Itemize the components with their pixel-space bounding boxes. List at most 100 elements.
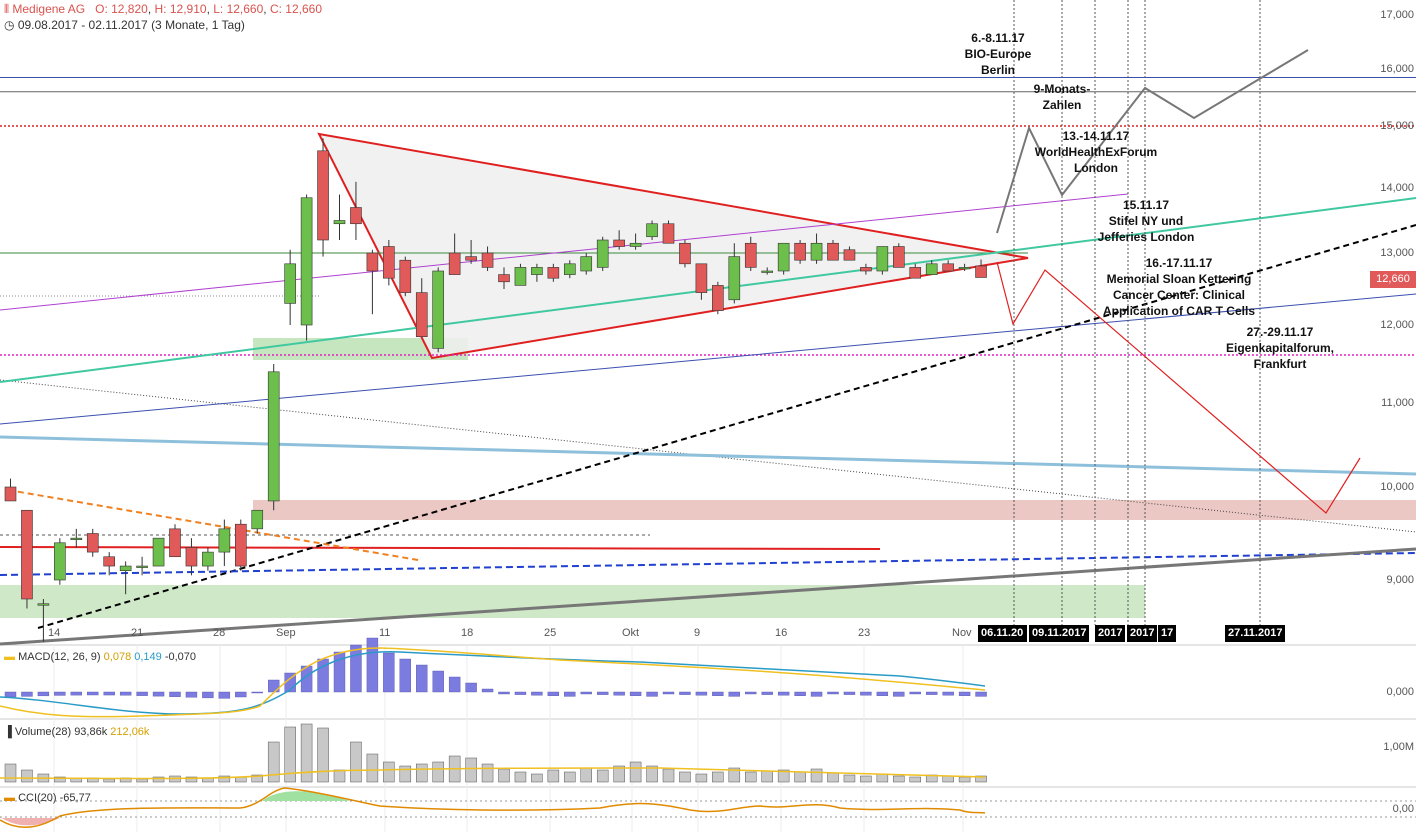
forecast-path-grey xyxy=(996,49,1309,234)
candle-body xyxy=(317,150,329,241)
candle-body xyxy=(350,207,362,225)
cci-axis-label: 0,00 xyxy=(1392,803,1414,815)
candle-body xyxy=(629,242,642,247)
macd-histogram-bar xyxy=(251,691,263,694)
y-tick: 10,000 xyxy=(1380,481,1414,493)
macd-histogram-bar xyxy=(350,644,362,693)
annotation-worldhealth: 13.-14.11.17 WorldHealthExForum London xyxy=(1034,129,1158,175)
candle-body xyxy=(300,197,313,326)
date-box: 2017 xyxy=(1095,625,1126,642)
candle-body xyxy=(432,270,445,349)
x-tick: 11 xyxy=(379,627,391,639)
macd-histogram-bar xyxy=(695,691,708,696)
x-tick: 14 xyxy=(48,627,61,639)
candle-body xyxy=(267,371,280,502)
candle-body xyxy=(580,256,593,272)
macd-histogram-bar xyxy=(416,664,428,693)
candle-body xyxy=(596,239,609,268)
candle-body xyxy=(744,242,757,268)
macd-label-row: ▬ MACD(12, 26, 9) 0,078 0,149 -0,070 xyxy=(4,651,197,663)
candle-body xyxy=(892,246,905,268)
macd-histogram-bar xyxy=(613,691,625,696)
date-box: 27.11.2017 xyxy=(1225,625,1286,642)
period-label: (3 Monate, 1 Tag) xyxy=(151,18,245,32)
candle-body xyxy=(712,285,724,311)
macd-histogram-bar xyxy=(103,691,115,696)
macd-histogram-bar xyxy=(942,691,954,696)
candle-body xyxy=(613,239,625,247)
level-line xyxy=(0,546,881,550)
macd-histogram-bar xyxy=(54,691,66,696)
volume-bar xyxy=(745,771,757,783)
candle-body xyxy=(103,556,115,567)
candle-body xyxy=(810,242,823,261)
volume-bar xyxy=(613,765,625,783)
annotation-bio-europe: 6.-8.11.17 BIO-Europe Berlin xyxy=(964,31,1032,77)
x-tick: 18 xyxy=(461,627,474,639)
candle-body xyxy=(54,542,66,581)
candle-body xyxy=(136,565,148,568)
volume-bar xyxy=(876,773,889,783)
chart-type-icon: ⫴ xyxy=(4,2,10,16)
macd-histogram-bar xyxy=(399,658,411,693)
instrument-title: Medigene AG xyxy=(12,2,86,16)
candle-body xyxy=(448,252,461,275)
volume-bar xyxy=(646,765,658,783)
candle-body xyxy=(366,252,379,272)
trendline xyxy=(0,435,1416,476)
trendline xyxy=(0,552,1416,576)
volume-bar xyxy=(777,769,790,783)
volume-axis-label: 1,00M xyxy=(1383,741,1414,753)
macd-histogram-bar xyxy=(498,691,510,695)
macd-histogram-bar xyxy=(514,691,527,695)
candle-body xyxy=(383,246,395,279)
last-price-tag: 12,660 xyxy=(1370,271,1416,288)
volume-bar xyxy=(185,776,198,783)
annotation-eigenkapitalforum: 27.-29.11.17 Eigenkapitalforum, Frankfur… xyxy=(1225,325,1335,371)
macd-histogram-bar xyxy=(662,691,675,695)
volume-bar xyxy=(629,761,642,783)
candle-body xyxy=(86,533,99,553)
macd-histogram-bar xyxy=(4,691,17,698)
volume-bar xyxy=(300,723,313,783)
volume-label-row: ▐ Volume(28) 93,86k 212,06k xyxy=(4,726,149,738)
candle-body xyxy=(794,242,806,261)
candle-body xyxy=(876,246,889,272)
macd-histogram-bar xyxy=(185,691,198,698)
candle-body xyxy=(185,547,198,567)
triangle-fill xyxy=(319,134,1028,358)
candle-body xyxy=(399,259,412,293)
y-tick: 13,000 xyxy=(1380,247,1414,259)
candle-body xyxy=(465,256,477,261)
macd-histogram-bar xyxy=(152,691,165,697)
triangle-outline xyxy=(317,132,1029,360)
y-tick: 11,000 xyxy=(1381,397,1414,409)
volume-bar xyxy=(416,763,428,783)
candle-body xyxy=(925,263,938,275)
macd-histogram-bar xyxy=(958,691,971,696)
macd-histogram-bar xyxy=(136,691,148,696)
y-tick: 12,000 xyxy=(1380,319,1414,331)
trendline xyxy=(0,547,1416,646)
macd-histogram-bar xyxy=(37,691,50,697)
candle-body xyxy=(942,263,954,272)
volume-bar xyxy=(564,771,576,783)
candle-body xyxy=(4,486,17,502)
cci-oversold-fill xyxy=(0,817,60,826)
forecast-path-red xyxy=(996,261,1361,514)
candle-body xyxy=(119,565,132,571)
volume-bar xyxy=(695,773,708,783)
y-tick: 15,000 xyxy=(1380,120,1414,132)
macd-histogram-bar xyxy=(235,691,247,698)
macd-histogram-bar xyxy=(629,691,642,696)
macd-histogram-bar xyxy=(366,637,379,693)
volume-bar xyxy=(975,775,987,783)
candle-body xyxy=(531,267,543,275)
volume-bar xyxy=(317,727,329,783)
cci-line xyxy=(0,787,986,828)
macd-signal-line xyxy=(0,647,986,718)
volume-bar xyxy=(679,771,691,783)
macd-histogram-bar xyxy=(975,691,987,697)
ohlc-low: L: 12,660 xyxy=(213,2,264,16)
